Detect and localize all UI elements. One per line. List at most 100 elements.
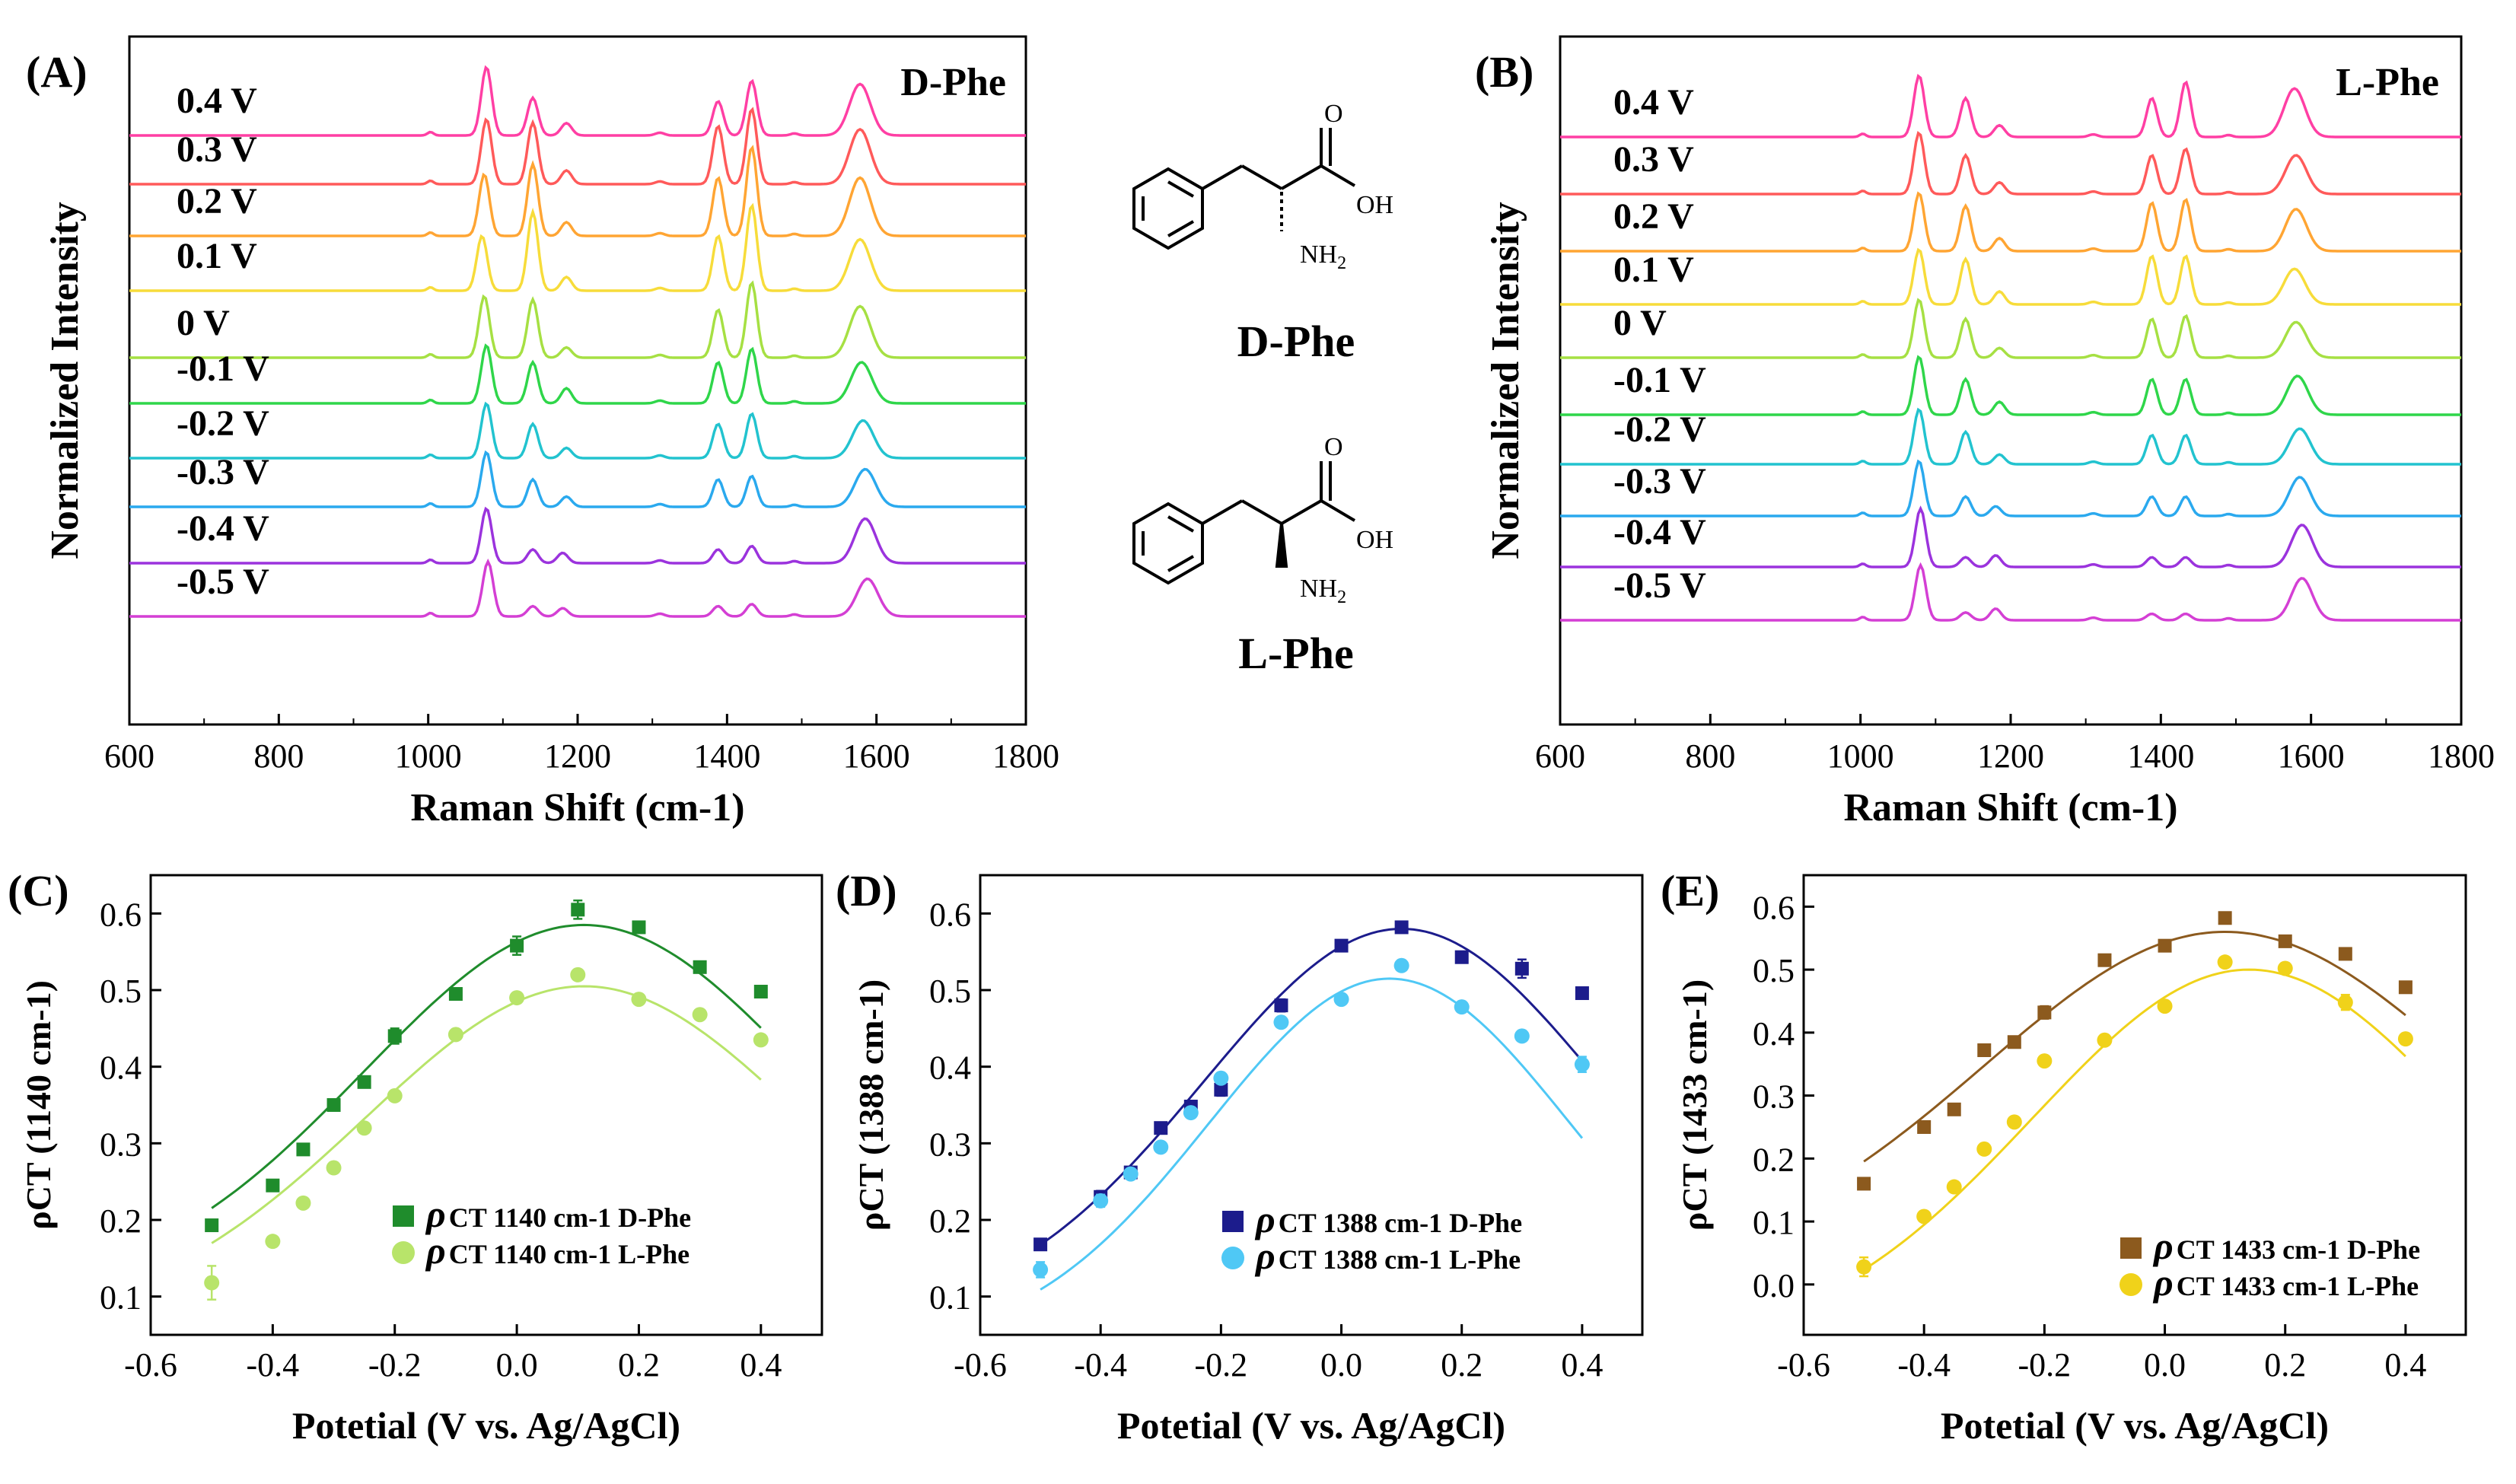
data-point xyxy=(1093,1193,1109,1209)
bond xyxy=(1320,499,1356,522)
data-point xyxy=(1123,1166,1139,1182)
benzene-ring xyxy=(1132,167,1204,250)
x-tick-label: 800 xyxy=(1685,737,1735,775)
x-tick-label: 1000 xyxy=(395,737,462,775)
fit-curve xyxy=(1040,977,1584,1291)
data-point xyxy=(326,1098,341,1112)
legend-marker xyxy=(393,1205,414,1227)
bond xyxy=(1167,555,1194,572)
data-point xyxy=(1394,920,1409,935)
rho-panel-1433: -0.6 -0.4 -0.2 0.0 0.2 0.4 0.0 0.1 0.2 0.3 0.4 0.5 0… xyxy=(1675,874,2467,1447)
x-tick-label: 800 xyxy=(253,737,304,775)
x-tick-label: 1600 xyxy=(843,737,910,775)
panel-label-c: (C) xyxy=(8,866,69,916)
y-tick-label: 0.5 xyxy=(1753,952,1795,989)
spectrum-line xyxy=(1560,505,2461,568)
series-label: 0.3 V xyxy=(1613,139,1694,180)
data-point xyxy=(1976,1141,1992,1157)
spectrum-line xyxy=(129,65,1026,137)
spectrum-line xyxy=(129,450,1026,508)
data-point xyxy=(2037,1005,2052,1020)
spectrum-line xyxy=(129,280,1026,359)
data-point xyxy=(2097,1032,2113,1048)
x-tick-label: 1200 xyxy=(1977,737,2044,775)
y-tick-label: 0.3 xyxy=(1753,1078,1795,1116)
data-point xyxy=(295,1195,311,1211)
legend-marker xyxy=(1221,1247,1244,1269)
spectrum-line xyxy=(129,145,1026,237)
x-axis-label: Potetial (V vs. Ag/AgCl) xyxy=(292,1404,680,1447)
y-tick-label: 0.2 xyxy=(929,1202,971,1240)
data-point xyxy=(571,903,585,917)
data-point xyxy=(1916,1209,1932,1224)
data-point xyxy=(447,1027,463,1043)
data-point xyxy=(1574,1056,1590,1072)
legend-marker xyxy=(2119,1273,2142,1296)
spectrum-line xyxy=(1560,131,2461,196)
bond xyxy=(1281,164,1322,190)
plot-frame xyxy=(979,874,1644,1336)
data-point xyxy=(1857,1177,1871,1191)
series-label: 0.2 V xyxy=(177,181,257,221)
data-point xyxy=(2217,954,2233,970)
legend-marker xyxy=(1222,1211,1244,1232)
series-label: 0.4 V xyxy=(1613,82,1694,123)
data-point xyxy=(1274,998,1288,1013)
data-point xyxy=(1033,1237,1048,1252)
data-point xyxy=(387,1088,403,1103)
series-label: -0.3 V xyxy=(1613,461,1706,502)
data-point xyxy=(448,987,463,1002)
data-point xyxy=(570,967,586,982)
y-axis-label: ρCT (1388 cm-1) xyxy=(852,979,890,1231)
fit-curve xyxy=(1040,927,1584,1246)
data-point xyxy=(693,960,707,974)
x-tick-label: 0.0 xyxy=(2144,1346,2186,1384)
y-tick-label: 0.1 xyxy=(100,1279,142,1317)
legend-label: ρ CT 1433 cm-1 L-Phe xyxy=(2152,1261,2419,1304)
data-point xyxy=(2158,938,2172,953)
x-tick-label: 1200 xyxy=(544,737,611,775)
data-point xyxy=(1183,1105,1199,1121)
bond xyxy=(1202,164,1243,190)
data-point xyxy=(510,938,524,953)
data-point xyxy=(692,1007,708,1023)
x-axis-label: Raman Shift (cm-1) xyxy=(1843,786,2177,830)
y-tick-label: 0.0 xyxy=(1753,1267,1795,1304)
legend-label: ρ CT 1433 cm-1 D-Phe xyxy=(2152,1224,2420,1267)
l-phe-name: L-Phe xyxy=(1238,629,1353,678)
x-tick-label: 0.4 xyxy=(740,1346,782,1384)
data-point xyxy=(1454,950,1469,964)
x-tick-label: 1800 xyxy=(992,737,1059,775)
data-point xyxy=(1917,1119,1932,1134)
spectra-panel-l-phe: L-Phe 0.4 V 0.3 V 0.2 V 0.1 V 0 V -0.1 V -0.2 … xyxy=(1484,35,2495,830)
legend-label: ρ CT 1140 cm-1 L-Phe xyxy=(425,1229,690,1272)
l-phe-nh2: NH2 xyxy=(1300,575,1346,607)
l-phe-oxygen: O xyxy=(1324,433,1343,461)
series-label: 0.3 V xyxy=(177,129,257,170)
data-point xyxy=(2338,947,2352,961)
data-point xyxy=(1033,1262,1049,1278)
spectrum-line xyxy=(1560,562,2461,622)
x-tick-label: -0.2 xyxy=(2018,1346,2072,1384)
y-axis-label: ρCT (1140 cm-1) xyxy=(19,980,58,1230)
x-tick-label: 1000 xyxy=(1827,737,1894,775)
panel-title: D-Phe xyxy=(900,61,1006,104)
series-label: -0.4 V xyxy=(1613,512,1706,553)
series-label: -0.5 V xyxy=(1613,565,1706,606)
spectrum-line xyxy=(1560,355,2461,416)
y-tick-label: 0.4 xyxy=(929,1049,971,1087)
x-tick-label: -0.2 xyxy=(368,1346,422,1384)
legend-label: ρ CT 1388 cm-1 D-Phe xyxy=(1254,1198,1522,1240)
y-tick-label: 0.5 xyxy=(100,973,142,1010)
data-point xyxy=(266,1178,280,1193)
x-tick-label: -0.2 xyxy=(1195,1346,1248,1384)
bond xyxy=(1167,515,1194,533)
y-axis-label: ρCT (1433 cm-1) xyxy=(1675,979,1714,1231)
y-tick-label: 0.6 xyxy=(1753,889,1795,926)
plot-frame xyxy=(149,874,823,1336)
data-point xyxy=(509,990,525,1006)
legend-label: ρ CT 1140 cm-1 D-Phe xyxy=(425,1193,691,1235)
spectrum-line xyxy=(1560,407,2461,466)
data-point xyxy=(2218,911,2232,925)
